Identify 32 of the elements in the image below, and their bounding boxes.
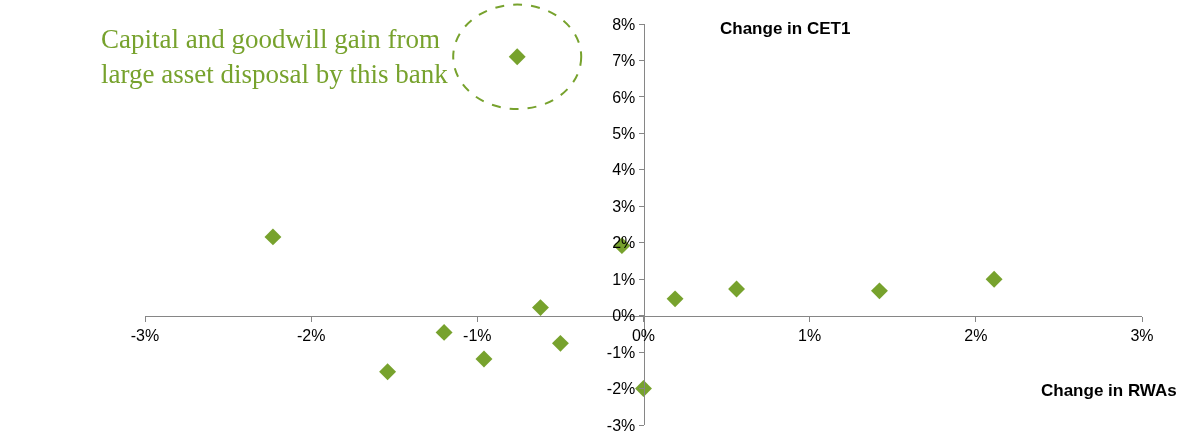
point — [264, 228, 282, 246]
y-tick-label: 3% — [612, 197, 636, 215]
point — [871, 282, 888, 300]
y-tick-label: 1% — [612, 270, 636, 288]
y-tick-label: -2% — [606, 380, 636, 398]
x-axis-title: Change in RWAs — [1041, 381, 1177, 400]
y-tick-label: 4% — [612, 161, 636, 179]
point — [728, 280, 745, 298]
y-tick-label: 5% — [612, 124, 636, 142]
y-tick-label: -1% — [606, 343, 636, 361]
x-tick-label: 1% — [798, 326, 822, 344]
x-tick-label: -1% — [463, 326, 492, 344]
annotation: Capital and goodwill gain from large asset disposal by this bank — [101, 24, 449, 90]
point — [666, 290, 684, 308]
point — [985, 270, 1003, 288]
y-tick-label: 7% — [612, 52, 636, 70]
x-tick-label: -3% — [130, 326, 160, 344]
y-tick-label: -3% — [606, 416, 636, 434]
point — [435, 323, 453, 341]
x-tick-label: 3% — [1130, 326, 1154, 344]
point — [508, 48, 526, 66]
point — [379, 363, 397, 381]
point — [532, 299, 549, 317]
x-tick-label: -2% — [296, 326, 326, 344]
point — [475, 350, 493, 368]
y-tick-label: 8% — [612, 15, 636, 33]
y-tick-label: 6% — [612, 88, 636, 106]
point — [551, 334, 569, 352]
x-tick-label: 0% — [631, 326, 656, 344]
y-axis-title: Change in CET1 — [720, 19, 851, 38]
y-tick-label: 0% — [612, 307, 636, 325]
x-tick-label: 2% — [964, 326, 988, 344]
